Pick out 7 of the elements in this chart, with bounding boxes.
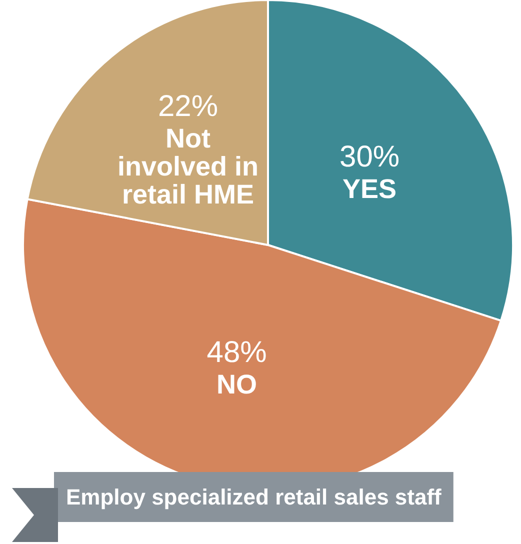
slice-label: NO — [216, 370, 258, 400]
data-label: 22% — [158, 90, 218, 123]
slice-label: YES — [342, 174, 397, 204]
data-label: 48% — [206, 336, 267, 370]
text: Employ specialized retail sales staff — [66, 484, 442, 510]
data-label: 30% — [340, 140, 400, 174]
slice-label: Not involved in retail HME — [117, 123, 259, 210]
